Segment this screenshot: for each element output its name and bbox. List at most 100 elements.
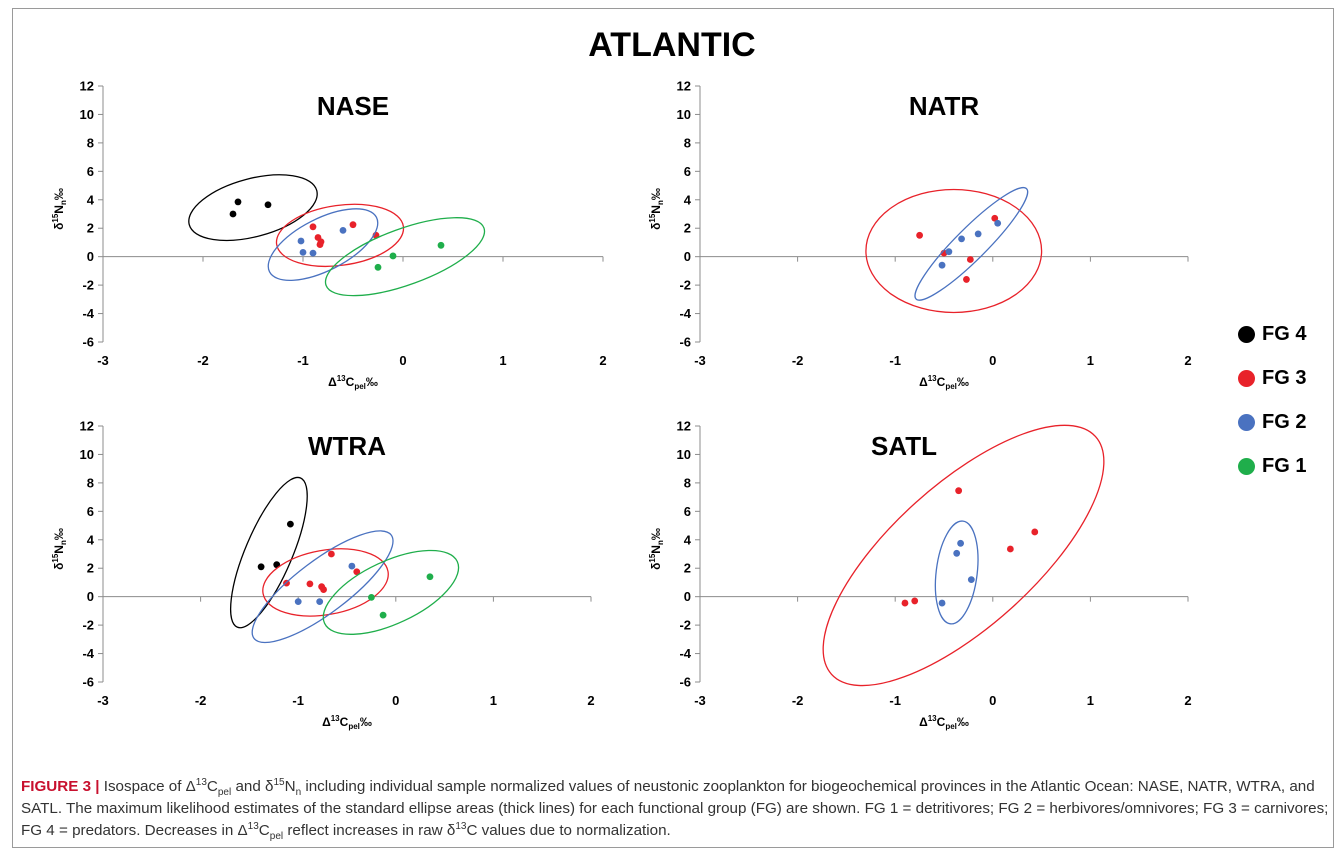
y-tick-label: -6 [82, 335, 94, 350]
panel-title: SATL [871, 431, 937, 461]
y-tick-label: 10 [80, 447, 94, 462]
point-fg2 [994, 219, 1002, 227]
legend-marker-fg2 [1238, 413, 1255, 431]
caption-text: N [284, 778, 296, 795]
y-tick-label: -2 [82, 278, 94, 293]
legend-marker-fg3 [1238, 369, 1255, 387]
x-tick-label: -3 [694, 353, 706, 368]
point-fg2 [974, 230, 982, 238]
y-tick-label: 10 [80, 107, 94, 122]
ellipse-fg4 [188, 174, 318, 242]
point-fg3 [306, 580, 314, 588]
y-tick-label: -2 [82, 618, 94, 633]
point-fg1 [437, 241, 445, 249]
y-tick-label: -4 [679, 646, 691, 661]
legend-marker-fg4 [1238, 325, 1255, 343]
panel-title: NATR [909, 91, 980, 121]
y-tick-label: 12 [80, 419, 94, 434]
caption-sub: pel [217, 787, 232, 799]
figure-frame [12, 8, 1334, 848]
point-fg3 [955, 487, 963, 495]
x-tick-label: -1 [297, 353, 309, 368]
y-tick-label: 8 [684, 135, 691, 150]
panel-title: NASE [317, 91, 389, 121]
point-fg3 [966, 256, 974, 263]
ellipse-fg3 [865, 188, 1043, 314]
point-fg4 [257, 563, 265, 571]
point-fg3 [349, 221, 357, 229]
caption-sup: 13 [455, 820, 467, 832]
x-tick-label: 0 [399, 353, 406, 368]
x-axis-label: Δ13Cpel‰ [322, 714, 372, 731]
point-fg2 [945, 248, 953, 256]
point-fg4 [286, 520, 294, 528]
point-fg3 [991, 214, 999, 222]
caption-text: Isospace of Δ [99, 778, 196, 795]
point-fg3 [901, 599, 909, 607]
y-tick-label: 8 [684, 475, 691, 490]
ellipse-fg1 [324, 217, 486, 297]
y-tick-label: 0 [87, 589, 94, 604]
x-tick-label: 0 [392, 693, 399, 708]
ellipse-fg4 [229, 476, 308, 629]
point-fg2 [299, 249, 307, 256]
y-tick-label: 6 [684, 164, 691, 179]
point-fg2 [958, 235, 965, 243]
point-fg2 [957, 539, 964, 547]
y-tick-label: 0 [87, 249, 94, 264]
x-tick-label: 1 [499, 353, 506, 368]
x-tick-label: 2 [1184, 353, 1191, 368]
x-tick-label: 1 [1087, 693, 1094, 708]
x-tick-label: 0 [989, 353, 996, 368]
legend-label-fg4: FG 4 [1262, 322, 1307, 345]
point-fg2 [309, 249, 317, 257]
legend-label-fg2: FG 2 [1262, 410, 1307, 433]
y-tick-label: -4 [679, 306, 691, 321]
y-tick-label: -6 [82, 675, 94, 690]
point-fg3 [327, 550, 335, 558]
point-fg3 [320, 586, 327, 593]
y-tick-label: 2 [684, 221, 691, 236]
caption-text: C values due to normalization. [466, 822, 671, 839]
y-tick-label: -6 [679, 335, 691, 350]
ellipse-fg2 [267, 208, 379, 281]
point-fg2 [938, 599, 946, 607]
x-axis-label: Δ13Cpel‰ [919, 374, 969, 391]
x-tick-label: -3 [694, 693, 706, 708]
caption-sup: 13 [247, 820, 259, 832]
y-tick-label: 4 [87, 192, 95, 207]
point-fg3 [309, 223, 317, 231]
legend-marker-fg1 [1238, 457, 1255, 475]
point-fg2 [938, 261, 946, 269]
legend-item-fg4: FG 4 [1238, 312, 1306, 356]
x-axis-label: Δ13Cpel‰ [919, 714, 969, 731]
y-tick-label: 10 [677, 107, 691, 122]
caption-sub: n [295, 787, 302, 799]
ellipse-fg2 [251, 530, 394, 644]
x-axis-label: Δ13Cpel‰ [328, 374, 378, 391]
caption-text: reflect increases in raw δ [283, 822, 456, 839]
y-tick-label: 12 [677, 419, 691, 434]
y-tick-label: 4 [684, 192, 692, 207]
x-tick-label: -1 [889, 693, 901, 708]
y-tick-label: 4 [684, 532, 692, 547]
y-axis-label: δ15Nn‰ [648, 188, 665, 230]
y-tick-label: 6 [684, 504, 691, 519]
figure-title: ATLANTIC [588, 26, 756, 64]
point-fg2 [294, 598, 302, 606]
y-tick-label: 8 [87, 475, 94, 490]
figure-caption: FIGURE 3 | Isospace of Δ13Cpel and δ15Nn… [21, 776, 1333, 842]
caption-sub: pel [269, 831, 284, 843]
panel-title: WTRA [308, 431, 386, 461]
y-tick-label: 0 [684, 589, 691, 604]
x-tick-label: -2 [792, 693, 804, 708]
legend-item-fg2: FG 2 [1238, 400, 1306, 444]
x-tick-label: -2 [195, 693, 207, 708]
ellipse-fg2 [914, 186, 1029, 301]
point-fg1 [389, 252, 397, 260]
x-tick-label: 1 [1087, 353, 1094, 368]
point-fg4 [234, 198, 242, 206]
